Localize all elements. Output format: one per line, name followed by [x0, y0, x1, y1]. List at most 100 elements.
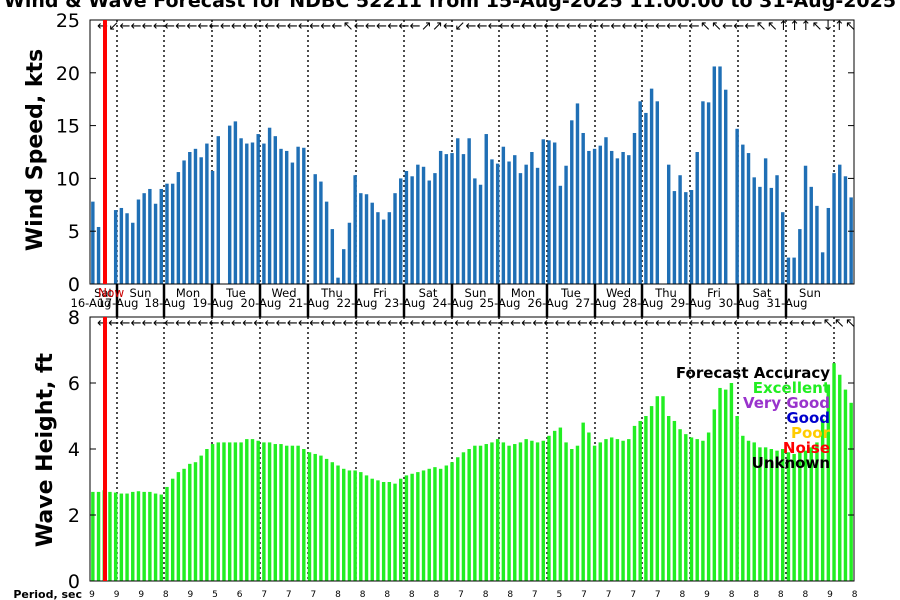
- wind-bar: [718, 66, 722, 285]
- wind-bar: [353, 175, 357, 284]
- wind-bar: [199, 157, 203, 284]
- wind-direction-arrow: ↓: [823, 19, 834, 34]
- wave-bar: [148, 491, 152, 581]
- wind-bar: [649, 88, 654, 284]
- wind-direction-arrow: ←: [320, 19, 331, 34]
- wind-direction-arrow: ←: [231, 19, 242, 34]
- wind-bar: [798, 229, 802, 284]
- wind-bar: [387, 212, 392, 284]
- wind-bar: [746, 153, 751, 284]
- wave-direction-arrow: ←: [231, 316, 242, 331]
- wave-y-tick-label: 2: [68, 505, 80, 527]
- wind-bar: [541, 139, 545, 284]
- wind-direction-arrow: ←: [220, 19, 231, 34]
- wave-y-tick-label: 8: [68, 307, 80, 329]
- wave-bar: [786, 452, 791, 581]
- period-value: 7: [630, 590, 636, 600]
- wind-direction-arrow: ↖: [343, 19, 354, 34]
- wave-bar: [712, 409, 717, 581]
- wave-bar: [427, 468, 431, 581]
- wind-direction-arrow: ←: [510, 19, 521, 34]
- wind-bar: [245, 143, 249, 284]
- day-name-label: Wed: [271, 286, 296, 300]
- wave-direction-arrow: ←: [678, 316, 689, 331]
- period-value: 7: [606, 590, 612, 600]
- wave-bar: [587, 432, 591, 581]
- wave-bar: [250, 439, 255, 581]
- wind-bar: [438, 150, 443, 284]
- wind-bar: [752, 177, 756, 284]
- wave-direction-arrow: ←: [655, 316, 666, 331]
- day-date-label: 24-Aug: [433, 296, 474, 310]
- wind-bar: [838, 164, 842, 284]
- wave-bars: [91, 363, 853, 581]
- wave-bar: [495, 439, 500, 581]
- wave-direction-arrow: ←: [633, 316, 644, 331]
- wave-bar: [262, 442, 266, 581]
- wind-bar: [570, 120, 574, 284]
- wind-direction-arrow: ←: [175, 19, 186, 34]
- wave-direction-arrow: ←: [611, 316, 622, 331]
- wave-direction-arrow: ←: [465, 316, 476, 331]
- wind-bar: [153, 203, 158, 284]
- wave-bar: [119, 493, 124, 581]
- wave-direction-arrow: ↖: [834, 316, 845, 331]
- wind-direction-arrow: ←: [309, 19, 320, 34]
- day-name-label: Sun: [799, 286, 821, 300]
- wave-direction-arrow: ←: [711, 316, 722, 331]
- wind-bar: [587, 150, 591, 284]
- period-value: 9: [138, 590, 144, 600]
- wind-bar: [615, 158, 620, 284]
- wind-direction-arrow: ←: [97, 19, 108, 34]
- wind-bar: [820, 252, 825, 284]
- day-name-label: Sat: [753, 286, 772, 300]
- wave-direction-arrow: ←: [298, 316, 309, 331]
- wave-bar: [758, 447, 762, 581]
- wind-bar: [302, 147, 306, 284]
- wave-bar: [632, 425, 637, 581]
- wind-direction-arrow: ↙: [108, 19, 119, 34]
- wave-direction-arrow: ←: [265, 316, 276, 331]
- wave-direction-arrow: ←: [119, 316, 130, 331]
- wave-bar: [781, 449, 785, 581]
- period-value: 8: [360, 590, 366, 600]
- wind-bar: [421, 166, 426, 284]
- wind-bar: [256, 134, 260, 284]
- wind-bar: [644, 112, 648, 285]
- wave-bar: [666, 416, 671, 581]
- wind-direction-arrow: ←: [633, 19, 644, 34]
- wind-bar: [427, 180, 431, 284]
- wind-direction-arrow: ←: [622, 19, 633, 34]
- day-date-label: 22-Aug: [337, 296, 378, 310]
- wave-bar: [176, 472, 181, 581]
- period-value: 8: [434, 590, 440, 600]
- wind-bar: [689, 190, 694, 284]
- wave-direction-arrow: ←: [421, 316, 432, 331]
- wind-direction-arrow: ←: [153, 19, 164, 34]
- wave-bar: [752, 442, 756, 581]
- wind-direction-arrow: ←: [566, 19, 577, 34]
- wave-bar: [473, 445, 477, 581]
- day-label-strip: Sat16-AugSun17-AugMon18-AugTue19-AugWed2…: [71, 284, 821, 317]
- wave-direction-arrow: ←: [186, 316, 197, 331]
- wave-direction-arrow: ←: [499, 316, 510, 331]
- wave-direction-arrow: ←: [555, 316, 566, 331]
- period-value: 8: [729, 590, 735, 600]
- wind-direction-arrow: ←: [410, 19, 421, 34]
- wave-bar: [655, 396, 660, 581]
- wind-direction-arrow: ↑: [789, 19, 800, 34]
- wind-bar: [342, 249, 346, 284]
- period-value: 8: [778, 590, 784, 600]
- wind-bar: [507, 161, 511, 284]
- wave-bar: [433, 467, 437, 581]
- day-date-label: 29-Aug: [671, 296, 712, 310]
- wave-direction-arrow: ←: [454, 316, 465, 331]
- wind-bar: [518, 173, 523, 284]
- wave-bar: [513, 444, 517, 581]
- wave-plot-frame: [89, 316, 855, 582]
- wave-bar: [718, 387, 722, 581]
- wave-bar: [815, 442, 819, 581]
- wind-bar: [410, 176, 414, 284]
- period-row: Period, sec 9 9 9 8 9 5 6 7 7 7 8 8 8 8 8 7 8 8 7 5 7 7 7 7 8 9 8 8…: [13, 588, 857, 600]
